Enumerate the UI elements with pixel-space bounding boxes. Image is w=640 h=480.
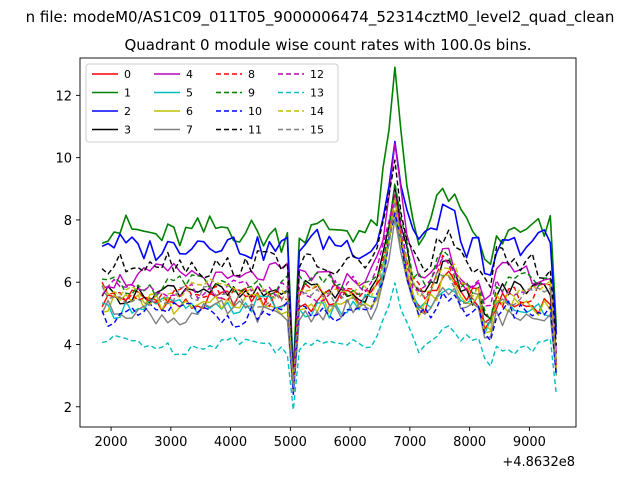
series-line-6	[101, 210, 557, 386]
legend-label-4: 4	[186, 68, 193, 81]
suptitle: n file: modeM0/AS1C09_011T05_9000006474_…	[26, 8, 615, 27]
x-tick-label: 3000	[154, 435, 187, 450]
y-tick-label: 4	[64, 338, 72, 353]
legend-label-7: 7	[186, 124, 193, 137]
legend-label-14: 14	[310, 105, 324, 118]
x-tick-label: 7000	[393, 435, 426, 450]
chart-title: Quadrant 0 module wise count rates with …	[124, 36, 531, 54]
legend-label-11: 11	[248, 124, 262, 137]
series-line-9	[102, 182, 557, 380]
y-tick-label: 8	[64, 214, 72, 229]
legend-label-10: 10	[248, 105, 262, 118]
x-tick-label: 8000	[453, 435, 486, 450]
x-tick-label: 5000	[274, 435, 307, 450]
x-tick-label: 2000	[95, 435, 128, 450]
y-tick-label: 6	[64, 276, 72, 291]
y-tick-label: 12	[55, 89, 72, 104]
legend-label-12: 12	[310, 68, 324, 81]
legend-label-8: 8	[248, 68, 255, 81]
series-line-13	[101, 282, 557, 411]
legend-label-13: 13	[310, 87, 324, 100]
legend-label-5: 5	[186, 87, 193, 100]
x-tick-label: 6000	[334, 435, 367, 450]
legend-label-0: 0	[124, 68, 131, 81]
plot-lines	[101, 66, 558, 411]
series-line-15	[101, 200, 557, 389]
axes-frame	[79, 57, 577, 428]
series-line-8	[101, 197, 557, 386]
series-line-10	[101, 212, 557, 395]
legend-label-6: 6	[186, 105, 193, 118]
legend-label-3: 3	[124, 124, 131, 137]
x-offset-label: +4.8632e8	[502, 455, 575, 470]
series-line-14	[101, 196, 557, 383]
series-line-11	[101, 159, 557, 383]
x-tick-label: 9000	[513, 435, 546, 450]
legend-box	[85, 63, 339, 143]
legend-label-15: 15	[310, 124, 324, 137]
x-tick-label: 4000	[214, 435, 247, 450]
series-line-2	[101, 140, 558, 386]
legend-label-2: 2	[124, 105, 131, 118]
y-tick-label: 10	[55, 152, 72, 167]
legend-label-1: 1	[124, 87, 131, 100]
y-tick-label: 2	[64, 401, 72, 416]
legend-label-9: 9	[248, 87, 255, 100]
